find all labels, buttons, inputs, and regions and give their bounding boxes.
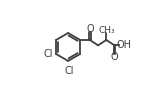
Text: O: O <box>111 52 118 62</box>
Text: Cl: Cl <box>64 66 74 76</box>
Text: CH₃: CH₃ <box>98 26 115 35</box>
Text: OH: OH <box>116 40 131 50</box>
Text: O: O <box>86 24 94 34</box>
Text: Cl: Cl <box>43 49 53 59</box>
